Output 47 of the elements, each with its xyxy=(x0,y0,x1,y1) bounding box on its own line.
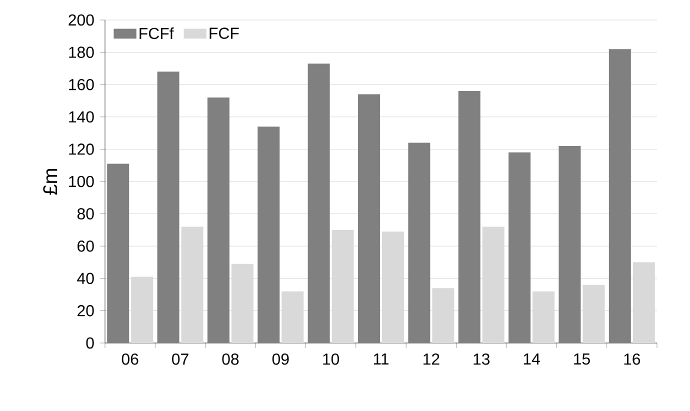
x-tick-label: 07 xyxy=(172,354,188,365)
bar xyxy=(181,226,204,343)
bar xyxy=(408,142,430,343)
bar xyxy=(458,91,480,343)
bar xyxy=(558,146,581,343)
bar xyxy=(358,94,380,343)
bar xyxy=(332,230,354,343)
legend-label: FCF xyxy=(210,28,239,39)
bar xyxy=(308,64,330,343)
x-tick-label: 15 xyxy=(574,354,590,365)
bar xyxy=(231,264,254,343)
x-tick-label: 08 xyxy=(222,354,239,365)
y-tick-label: 0 xyxy=(86,337,94,349)
legend-label: FCFf xyxy=(140,27,174,40)
y-tick-label: 180 xyxy=(69,46,94,58)
y-tick-label: 160 xyxy=(69,78,94,90)
bar xyxy=(131,276,154,343)
x-tick-label: 13 xyxy=(474,354,490,365)
bar xyxy=(632,262,655,343)
bar xyxy=(107,164,130,343)
bar xyxy=(608,49,631,343)
y-tick-label: 100 xyxy=(69,176,94,188)
x-tick-label: 06 xyxy=(122,354,138,365)
bar xyxy=(207,98,230,343)
x-tick-label: 10 xyxy=(323,354,340,365)
y-tick-label: 60 xyxy=(78,240,94,252)
bar xyxy=(382,232,404,343)
bar xyxy=(508,152,531,343)
bar xyxy=(282,291,304,343)
y-tick-label: 40 xyxy=(77,272,94,284)
x-tick-label: 11 xyxy=(374,354,388,364)
y-tick-label: 140 xyxy=(69,111,94,123)
bar xyxy=(258,126,280,343)
x-tick-label: 12 xyxy=(424,354,440,365)
bar xyxy=(157,72,180,343)
bar xyxy=(582,284,605,343)
y-tick-label: 20 xyxy=(78,305,94,316)
y-tick-label: 120 xyxy=(69,144,94,155)
x-tick-label: 09 xyxy=(272,354,289,365)
x-tick-label: 14 xyxy=(524,354,540,364)
x-tick-label: 16 xyxy=(624,354,640,365)
y-tick-label: 80 xyxy=(77,208,94,220)
bar xyxy=(482,226,504,343)
bar xyxy=(432,288,454,343)
bar xyxy=(532,291,555,343)
y-tick-label: 200 xyxy=(68,14,94,26)
y-axis-title: £m xyxy=(43,168,58,195)
